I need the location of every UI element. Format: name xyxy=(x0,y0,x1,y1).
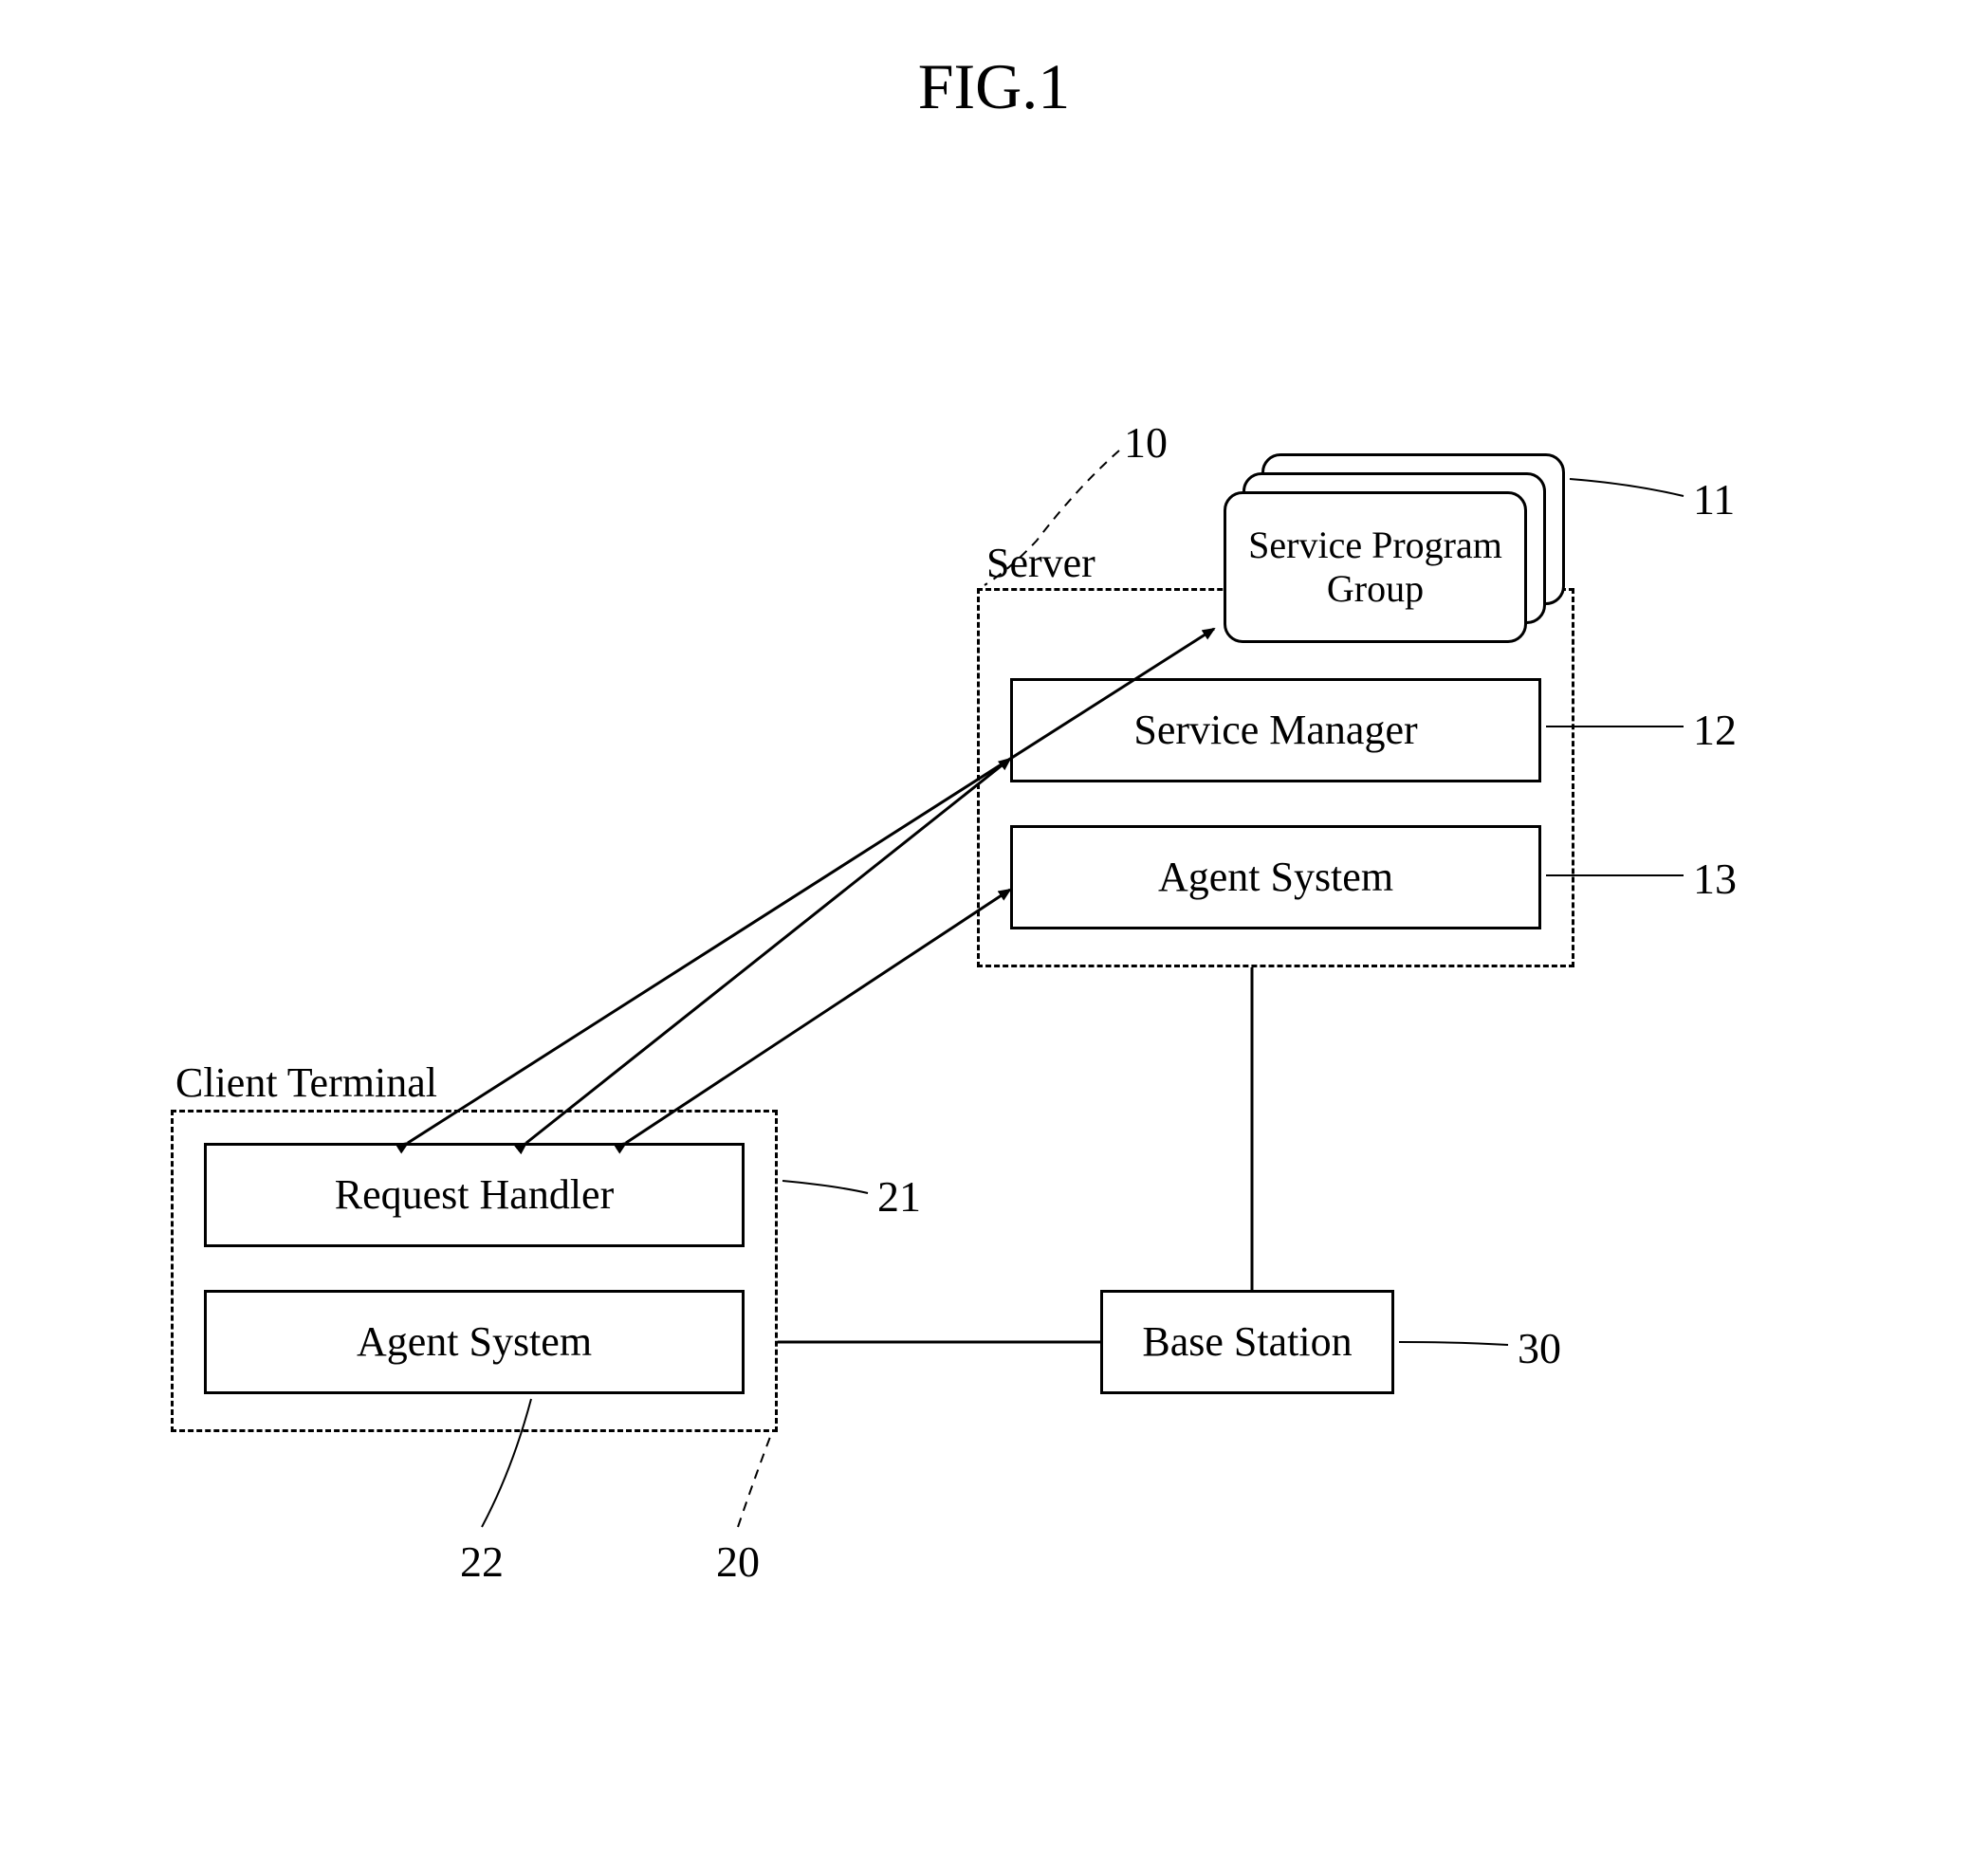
ref-20: 20 xyxy=(716,1536,760,1587)
ref-12: 12 xyxy=(1693,705,1737,755)
ref-22: 22 xyxy=(460,1536,504,1587)
client-group-label: Client Terminal xyxy=(175,1058,437,1107)
leader-21 xyxy=(782,1181,868,1193)
request-handler-box: Request Handler xyxy=(204,1143,745,1247)
ref-13: 13 xyxy=(1693,854,1737,904)
figure-stage: FIG.1 Server Service Program Group Servi… xyxy=(0,0,1988,1876)
arrow-request-to-server-agent xyxy=(626,890,1010,1143)
service-program-group-box: Service Program Group xyxy=(1224,491,1527,643)
figure-title: FIG.1 xyxy=(0,49,1988,124)
leader-11 xyxy=(1570,479,1684,496)
client-agent-system-box: Agent System xyxy=(204,1290,745,1394)
leader-30 xyxy=(1399,1342,1508,1345)
arrow-request-to-service-manager xyxy=(526,759,1010,1143)
service-manager-box: Service Manager xyxy=(1010,678,1541,782)
base-station-box: Base Station xyxy=(1100,1290,1394,1394)
ref-21: 21 xyxy=(877,1171,921,1222)
ref-11: 11 xyxy=(1693,474,1735,524)
ref-10: 10 xyxy=(1124,417,1168,468)
ref-30: 30 xyxy=(1518,1323,1561,1373)
leader-20 xyxy=(738,1437,770,1527)
server-group-label: Server xyxy=(986,539,1095,587)
server-agent-system-box: Agent System xyxy=(1010,825,1541,929)
